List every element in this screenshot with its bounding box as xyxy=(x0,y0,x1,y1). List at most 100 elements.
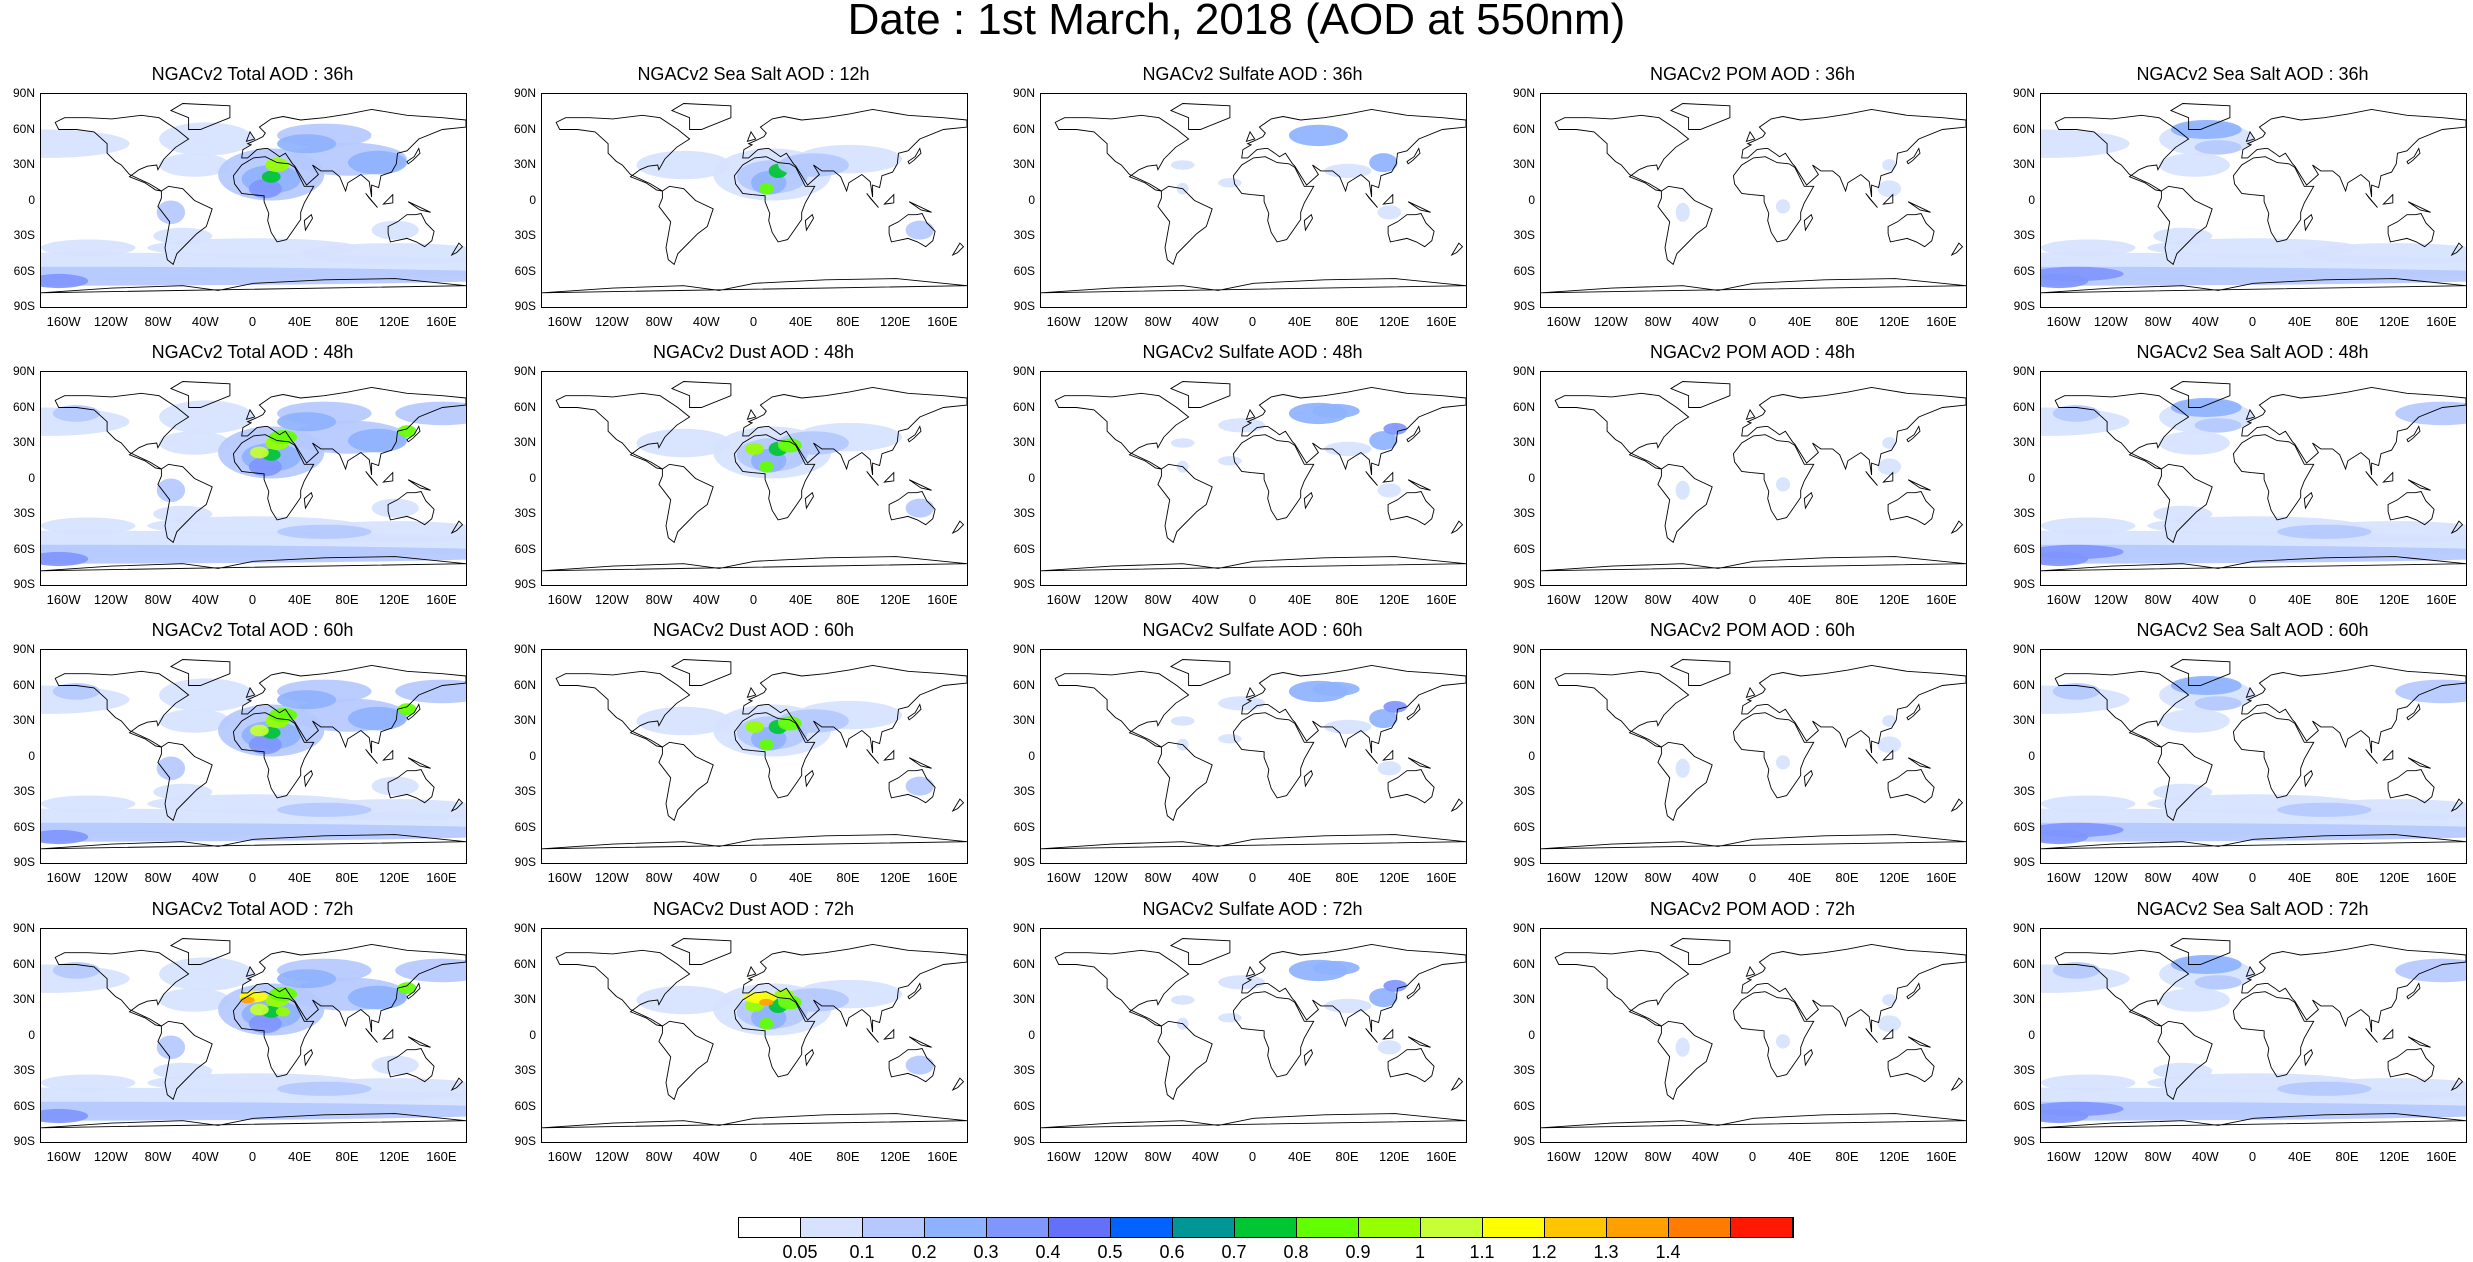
lat-tick-label: 90S xyxy=(13,299,35,313)
aod-field xyxy=(2153,783,2213,801)
coastline xyxy=(169,659,231,686)
coastline xyxy=(382,1028,394,1040)
aod-field xyxy=(159,678,254,712)
lon-tick-label: 40E xyxy=(2288,1149,2312,1164)
coastline xyxy=(746,408,757,420)
coastline xyxy=(908,201,932,213)
lat-tick-label: 30N xyxy=(513,713,536,727)
aod-field xyxy=(153,1062,213,1080)
map-canvas xyxy=(41,659,466,850)
lon-tick-label: 80E xyxy=(2335,314,2359,329)
lon-tick-label: 120E xyxy=(378,314,410,329)
coastline xyxy=(157,463,213,544)
coastline xyxy=(1803,769,1813,788)
map-panel xyxy=(2040,928,2467,1143)
lon-tick-label: 80E xyxy=(1335,870,1359,885)
coastline xyxy=(1732,712,1815,799)
lon-tick-label: 160W xyxy=(547,870,582,885)
coastline xyxy=(2450,1077,2464,1091)
aod-field xyxy=(159,400,254,434)
aod-field xyxy=(1288,124,1348,147)
aod-field xyxy=(277,802,372,817)
aod-field xyxy=(1675,1037,1690,1057)
panel-title: NGACv2 Total AOD : 48h xyxy=(151,342,354,362)
coastline xyxy=(450,520,464,534)
aod-field xyxy=(156,1035,186,1060)
lon-tick-label: 0 xyxy=(2248,1149,2257,1164)
lon-tick-label: 80E xyxy=(1335,1149,1359,1164)
aod-field xyxy=(1675,202,1690,222)
lat-tick-label: 0 xyxy=(2028,748,2035,763)
lat-tick-label: 30S xyxy=(13,228,35,242)
lat-tick-label: 90S xyxy=(2013,1134,2035,1148)
lat-tick-label: 30S xyxy=(514,228,536,242)
coastline xyxy=(746,965,757,977)
lat-tick-label: 90N xyxy=(1012,86,1035,100)
lat-tick-label: 90S xyxy=(514,1134,536,1148)
lon-tick-label: 40E xyxy=(1288,1149,1312,1164)
map-canvas xyxy=(542,659,967,850)
aod-field xyxy=(1377,1040,1402,1055)
lon-tick-label: 160E xyxy=(1426,314,1457,329)
coastline xyxy=(2041,834,2466,850)
coastline xyxy=(2407,1036,2431,1048)
lat-tick-label: 60S xyxy=(2013,541,2035,556)
colorbar-swatch xyxy=(739,1218,801,1237)
lon-tick-label: 40E xyxy=(2288,314,2312,329)
lat-tick-label: 30N xyxy=(2012,435,2035,449)
aod-field xyxy=(250,1003,269,1016)
aod-field xyxy=(1882,994,1897,1006)
coastline xyxy=(1387,768,1435,804)
coastline xyxy=(1303,213,1313,232)
colorbar-swatch xyxy=(1111,1218,1173,1237)
coastline xyxy=(1803,213,1813,232)
panel-title: NGACv2 Total AOD : 60h xyxy=(151,620,354,640)
lon-tick-label: 40E xyxy=(288,592,312,607)
lat-tick-label: 30S xyxy=(1513,506,1535,520)
coastline xyxy=(241,108,466,198)
map-canvas xyxy=(1541,938,1966,1129)
coastline xyxy=(450,798,464,812)
lon-tick-label: 120E xyxy=(1878,1149,1910,1164)
lon-tick-label: 40W xyxy=(2191,1149,2219,1164)
coastline xyxy=(2054,949,2190,1027)
lat-tick-label: 30S xyxy=(1013,506,1035,520)
lat-tick-label: 30N xyxy=(2012,157,2035,171)
panel-title: NGACv2 POM AOD : 60h xyxy=(1649,620,1856,640)
aod-field xyxy=(41,239,136,257)
lat-tick-label: 60N xyxy=(513,399,536,414)
coastline xyxy=(1232,434,1315,521)
aod-field xyxy=(2159,153,2230,177)
coastline xyxy=(951,1077,965,1091)
lon-tick-label: 80W xyxy=(2144,314,2172,329)
lat-tick-label: 90S xyxy=(13,577,35,591)
lat-tick-label: 0 xyxy=(1528,748,1535,763)
aod-field xyxy=(371,498,419,518)
aod-field xyxy=(1877,180,1902,197)
coastline xyxy=(365,1028,378,1043)
lat-tick-label: 60N xyxy=(1012,399,1035,414)
aod-field xyxy=(277,1081,372,1096)
coastline xyxy=(1882,193,1894,205)
panel-title: NGACv2 POM AOD : 36h xyxy=(1649,64,1856,84)
panel-title: NGACv2 Dust AOD : 72h xyxy=(652,899,855,919)
aod-field xyxy=(265,157,289,173)
lon-tick-label: 0 xyxy=(248,592,257,607)
lat-tick-label: 60N xyxy=(2012,956,2035,971)
aod-field xyxy=(156,756,186,781)
coastline xyxy=(1041,834,1466,850)
coastline xyxy=(1741,108,1966,198)
map-panel xyxy=(2040,371,2467,586)
coastline xyxy=(407,201,431,213)
lon-tick-label: 80W xyxy=(1644,592,1672,607)
lat-tick-label: 60N xyxy=(1012,956,1035,971)
aod-field xyxy=(905,220,934,240)
lat-tick-label: 90N xyxy=(1012,364,1035,378)
aod-field xyxy=(1324,441,1372,456)
map-canvas xyxy=(542,103,967,294)
coastline xyxy=(1041,1113,1466,1129)
lon-tick-label: 0 xyxy=(1248,314,1257,329)
map-panel xyxy=(541,93,968,308)
aod-field xyxy=(41,273,89,289)
coastline xyxy=(1241,386,1466,476)
